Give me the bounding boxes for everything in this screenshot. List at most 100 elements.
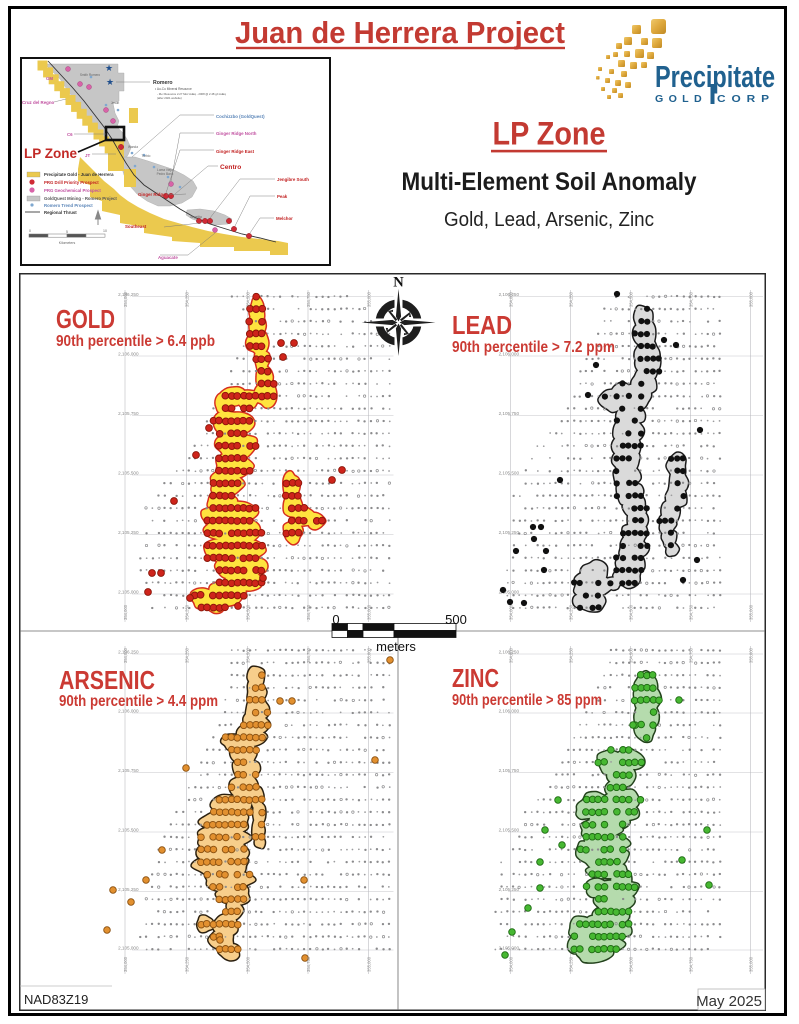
svg-text:354,000: 354,000 (123, 291, 128, 307)
svg-text:2,106,250: 2,106,250 (118, 650, 139, 655)
svg-text:2,105,000: 2,105,000 (499, 946, 520, 951)
svg-text:Angelita: Angelita (190, 215, 202, 219)
svg-text:Precipitate Gold - Juan de Her: Precipitate Gold - Juan de Herrera (44, 172, 114, 177)
svg-text:354,500: 354,500 (629, 956, 634, 972)
svg-text:2,105,000: 2,105,000 (499, 590, 520, 595)
svg-text:2,105,500: 2,105,500 (118, 828, 139, 833)
svg-text:Cruz del Regno: Cruz del Regno (22, 100, 55, 105)
svg-text:Turbio: Turbio (142, 154, 151, 158)
svg-text:2,105,500: 2,105,500 (118, 471, 139, 476)
svg-text:354,250: 354,250 (185, 647, 190, 663)
svg-text:LP Zone: LP Zone (493, 116, 606, 152)
svg-text:2,105,750: 2,105,750 (499, 768, 520, 773)
svg-text:ZINC: ZINC (452, 663, 499, 693)
svg-text:2,105,750: 2,105,750 (499, 411, 520, 416)
svg-text:(after 2021 website): (after 2021 website) (157, 96, 182, 100)
svg-text:Jengibre South: Jengibre South (277, 177, 309, 182)
svg-text:LEAD: LEAD (452, 310, 512, 340)
svg-text:5: 5 (66, 230, 68, 234)
svg-text:GM: GM (46, 76, 53, 81)
svg-text:354,250: 354,250 (185, 291, 190, 307)
svg-text:★: ★ (106, 77, 114, 87)
svg-text:Romero Trend Prospect: Romero Trend Prospect (44, 203, 93, 208)
svg-text:354,500: 354,500 (629, 647, 634, 663)
svg-text:PRG Geochemical Prospect: PRG Geochemical Prospect (44, 188, 101, 193)
svg-text:Smith Romero: Smith Romero (80, 73, 101, 77)
svg-text:354,750: 354,750 (689, 604, 694, 620)
svg-text:354,000: 354,000 (509, 956, 514, 972)
svg-text:Southeast: Southeast (125, 224, 147, 229)
svg-text:2,105,500: 2,105,500 (499, 828, 520, 833)
svg-text:LP Zone: LP Zone (24, 145, 77, 161)
svg-text:354,750: 354,750 (689, 647, 694, 663)
svg-text:2,106,000: 2,106,000 (499, 352, 520, 357)
svg-text:2,105,750: 2,105,750 (118, 411, 139, 416)
svg-text:355,000: 355,000 (749, 956, 754, 972)
svg-text:• Au-Cu Mineral Resource: • Au-Cu Mineral Resource (155, 87, 192, 91)
svg-text:2,105,250: 2,105,250 (118, 530, 139, 535)
svg-text:354,000: 354,000 (123, 604, 128, 620)
svg-text:Juan de Herrera Project: Juan de Herrera Project (235, 15, 565, 50)
svg-text:354,500: 354,500 (246, 956, 251, 972)
svg-text:2,105,000: 2,105,000 (118, 946, 139, 951)
svg-text:354,500: 354,500 (246, 647, 251, 663)
svg-text:355,000: 355,000 (749, 604, 754, 620)
svg-text:354,000: 354,000 (123, 647, 128, 663)
svg-text:2,105,250: 2,105,250 (118, 887, 139, 892)
svg-text:354,750: 354,750 (306, 604, 311, 620)
svg-text:2,105,250: 2,105,250 (499, 887, 520, 892)
svg-text:GOLD: GOLD (655, 94, 707, 105)
svg-text:Regional Thrust: Regional Thrust (44, 210, 77, 215)
svg-text:CORP: CORP (717, 94, 775, 105)
svg-text:0: 0 (332, 612, 339, 627)
svg-text:May 2025: May 2025 (696, 993, 762, 1010)
svg-text:90th percentile > 4.4 ppm: 90th percentile > 4.4 ppm (59, 693, 218, 710)
svg-text:354,500: 354,500 (629, 291, 634, 307)
svg-text:354,500: 354,500 (246, 604, 251, 620)
svg-text:Peak: Peak (277, 194, 288, 199)
svg-text:355,000: 355,000 (367, 647, 372, 663)
svg-text:Aguacate: Aguacate (158, 255, 178, 260)
svg-text:Pedro Bank: Pedro Bank (157, 172, 174, 176)
svg-text:354,750: 354,750 (306, 647, 311, 663)
svg-text:354,000: 354,000 (509, 291, 514, 307)
svg-text:Gold, Lead, Arsenic, Zinc: Gold, Lead, Arsenic, Zinc (444, 208, 654, 231)
svg-text:354,250: 354,250 (569, 291, 574, 307)
svg-text:355,000: 355,000 (367, 956, 372, 972)
svg-text:2,105,750: 2,105,750 (118, 768, 139, 773)
svg-text:★: ★ (105, 63, 113, 73)
svg-text:- M+I Resource 2.27 Moz AuEq -: - M+I Resource 2.27 Moz AuEq - 2008 @ 2.… (157, 92, 226, 96)
svg-text:NAD83Z19: NAD83Z19 (24, 992, 88, 1007)
svg-text:PRG Drill Priority Prospect: PRG Drill Priority Prospect (44, 180, 99, 185)
svg-text:Jesuit: Jesuit (111, 101, 119, 105)
svg-text:N: N (393, 275, 404, 291)
svg-text:Melchor: Melchor (276, 216, 293, 221)
svg-text:Wanda: Wanda (128, 145, 138, 149)
svg-text:2,105,250: 2,105,250 (499, 530, 520, 535)
svg-text:354,000: 354,000 (123, 956, 128, 972)
svg-text:Romero: Romero (153, 80, 173, 86)
svg-text:Cochizzbo (GoldQuest): Cochizzbo (GoldQuest) (216, 114, 265, 119)
svg-text:354,750: 354,750 (689, 956, 694, 972)
svg-text:355,000: 355,000 (749, 291, 754, 307)
svg-text:354,000: 354,000 (509, 604, 514, 620)
svg-text:JT: JT (85, 153, 90, 158)
svg-text:2,106,000: 2,106,000 (499, 709, 520, 714)
svg-text:90th percentile > 85 ppm: 90th percentile > 85 ppm (452, 692, 602, 709)
svg-text:Centro: Centro (220, 164, 241, 171)
svg-text:Kilometers: Kilometers (59, 241, 76, 245)
svg-text:354,500: 354,500 (629, 604, 634, 620)
svg-text:354,250: 354,250 (569, 956, 574, 972)
svg-text:354,250: 354,250 (185, 956, 190, 972)
svg-text:90th percentile > 7.2 ppm: 90th percentile > 7.2 ppm (452, 339, 615, 356)
svg-text:354,250: 354,250 (569, 604, 574, 620)
svg-text:Loma Viejo: Loma Viejo (157, 168, 173, 172)
svg-text:ARSENIC: ARSENIC (59, 665, 155, 695)
svg-text:10: 10 (103, 229, 107, 233)
svg-text:354,250: 354,250 (185, 604, 190, 620)
svg-text:GOLD: GOLD (56, 304, 115, 334)
svg-text:0: 0 (29, 229, 31, 233)
svg-text:C6: C6 (67, 132, 73, 137)
svg-text:2,106,000: 2,106,000 (118, 709, 139, 714)
svg-text:2,106,250: 2,106,250 (499, 650, 520, 655)
